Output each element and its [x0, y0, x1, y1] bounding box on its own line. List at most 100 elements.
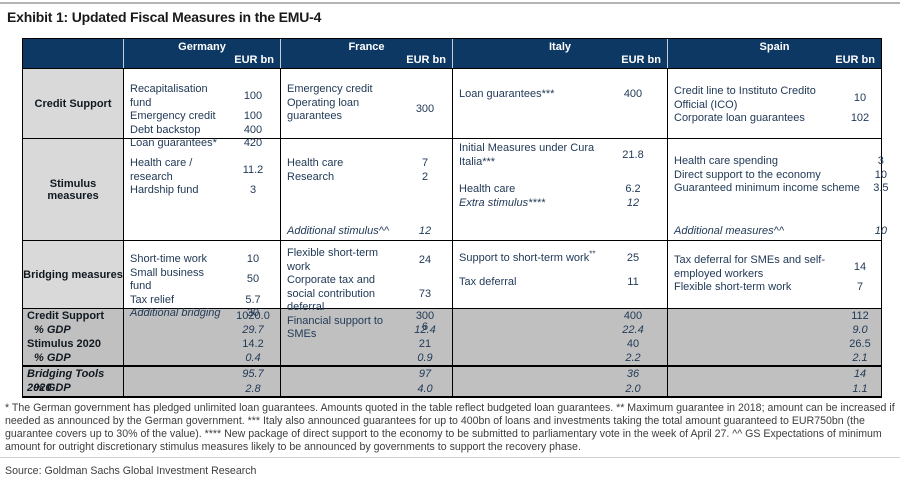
item-name: Additional measures^^: [674, 224, 784, 237]
footnote-marker: **: [589, 249, 596, 259]
item-value: 11: [627, 275, 639, 288]
table-item: Financial support to SMEs 6: [287, 315, 448, 342]
summary-value: 95.7: [242, 368, 264, 380]
summary-value: 2.2: [625, 352, 641, 364]
summary-row-stimulus-gdp: % GDP 0.4 0.9 2.2 2.1: [23, 351, 881, 365]
item-value: 300: [415, 103, 435, 116]
item-name: Loan guarantees***: [459, 88, 555, 100]
item-value: 400: [243, 123, 263, 136]
fiscal-measures-table: Germany EUR bn France EUR bn Italy EUR b…: [22, 38, 889, 398]
item-name: Tax relief: [130, 293, 175, 306]
table-item: Flexible short-term work 24: [287, 247, 448, 274]
summary-label: % GDP: [23, 381, 124, 396]
table-item: Health care 6.2: [459, 183, 655, 197]
summary-value: 12.4: [414, 324, 436, 336]
item-value: 12: [626, 196, 640, 209]
table-item: Loan guarantees*** 400: [459, 88, 655, 102]
table-item: Emergency credit 100: [130, 110, 276, 124]
summary-value: 0.9: [417, 352, 433, 364]
item-value: 100: [243, 110, 263, 122]
table-item: Health care spending 3: [674, 155, 900, 169]
section-label: Credit Support: [23, 69, 124, 138]
item-name: Corporate tax and social contribution de…: [287, 274, 376, 313]
item-value: 3.5: [873, 182, 889, 194]
item-name: Credit line to Instituto Credito Officia…: [674, 85, 816, 111]
summary-label: % GDP: [23, 323, 124, 337]
table-item: Health care 7: [287, 157, 448, 171]
item-value: 30: [246, 307, 260, 319]
item-value: 10: [874, 224, 887, 237]
item-name: Guaranteed minimum income scheme: [674, 182, 860, 194]
item-name: Health care / research: [130, 157, 193, 183]
summary-value: 300: [415, 310, 435, 322]
item-name: Flexible short-term work: [287, 247, 379, 273]
column-header-unit: EUR bn: [234, 54, 274, 66]
table-item: Tax relief 5.7: [130, 294, 276, 308]
table-item: Guaranteed minimum income scheme 3.5: [674, 182, 900, 196]
header-germany: Germany EUR bn: [124, 39, 281, 68]
item-value: 6: [421, 321, 429, 334]
item-name: Initial Measures under Cura Italia***: [459, 142, 595, 168]
item-name: Direct support to the economy: [674, 168, 821, 181]
summary-value: 112: [851, 310, 869, 322]
summary-value: 400: [623, 310, 643, 322]
item-name: Health care spending: [674, 155, 778, 167]
table-item: Operating loan guarantees 300: [287, 97, 448, 124]
cell-credit-france: Emergency credit Operating loan guarante…: [281, 69, 453, 138]
cell-credit-italy: Loan guarantees*** 400: [453, 69, 668, 138]
table-item: Additional measures^^ 10: [674, 225, 900, 239]
summary-value: 36: [626, 368, 640, 380]
item-name: Support to short-term work**: [459, 249, 596, 264]
section-label: Bridging measures: [23, 241, 124, 308]
cell-stimulus-spain: Health care spending 3 Direct support to…: [668, 139, 900, 240]
item-value: 7: [856, 281, 864, 293]
table-item: Hardship fund 3: [130, 184, 276, 198]
item-value: 24: [418, 253, 432, 266]
item-value: 2: [421, 170, 429, 183]
summary-row-bridging-tools-2020: Bridging Tools 2020 95.7 97 36 14: [23, 365, 881, 394]
cell-stimulus-italy: Initial Measures under Cura Italia*** 21…: [453, 139, 668, 240]
table-item: Research 2: [287, 171, 448, 185]
summary-value: 14.2: [242, 338, 264, 350]
summary-value: 40: [626, 338, 640, 350]
item-name: Short-time work: [130, 253, 208, 265]
table-item: Tax deferral 11: [459, 276, 655, 290]
table-item: Emergency credit: [287, 83, 448, 97]
table-header-row: Germany EUR bn France EUR bn Italy EUR b…: [23, 39, 881, 69]
source-line: Source: Goldman Sachs Global Investment …: [5, 465, 257, 477]
table-item: Debt backstop 400: [130, 124, 276, 138]
item-value: 10: [853, 91, 867, 104]
item-name: Tax deferral: [459, 275, 517, 288]
table-item: Loan guarantees* 420: [130, 137, 276, 151]
item-name: Flexible short-term work: [674, 281, 792, 293]
cell-credit-germany: Recapitalisation fund 100 Emergency cred…: [124, 69, 281, 149]
section-bridging-measures: Bridging measures Short-time work 10 Sma…: [23, 241, 881, 340]
item-name: Health care: [287, 157, 344, 169]
table-item: Initial Measures under Cura Italia*** 21…: [459, 142, 655, 169]
header-italy: Italy EUR bn: [453, 39, 668, 68]
column-header-country: Italy: [548, 41, 571, 53]
cell-stimulus-germany: Health care / research 11.2 Hardship fun…: [124, 139, 281, 240]
item-name: Extra stimulus****: [459, 196, 546, 209]
item-name: Emergency credit: [287, 83, 373, 95]
item-value: 10: [874, 168, 887, 181]
summary-value: 26.5: [849, 338, 871, 350]
summary-value: 2.8: [245, 382, 261, 395]
summary-label: % GDP: [23, 351, 124, 365]
summary-row-credit-gdp: % GDP 29.7 12.4 22.4 9.0: [23, 323, 881, 337]
summary-value: 1020.0: [236, 310, 270, 322]
item-name: Financial support to SMEs: [287, 314, 383, 341]
item-value: 21.8: [622, 148, 644, 161]
item-value: 6.2: [625, 183, 641, 195]
column-header-unit: EUR bn: [621, 54, 661, 66]
item-value: 14: [853, 260, 867, 273]
item-name: Operating loan guarantees: [287, 96, 360, 123]
item-value: 10: [246, 253, 260, 265]
column-header-country: Spain: [759, 41, 790, 53]
summary-value: 1.1: [852, 382, 868, 395]
cell-bridging-france: Flexible short-term work 24 Corporate ta…: [281, 241, 453, 340]
table-item: Corporate tax and social contribution de…: [287, 274, 448, 315]
column-header-country: Germany: [178, 41, 226, 53]
summary-row-bridging-gdp: % GDP 2.8 4.0 2.0 1.1: [23, 381, 881, 396]
summary-row-stimulus-2020: Stimulus 2020 14.2 21 40 26.5: [23, 337, 881, 351]
